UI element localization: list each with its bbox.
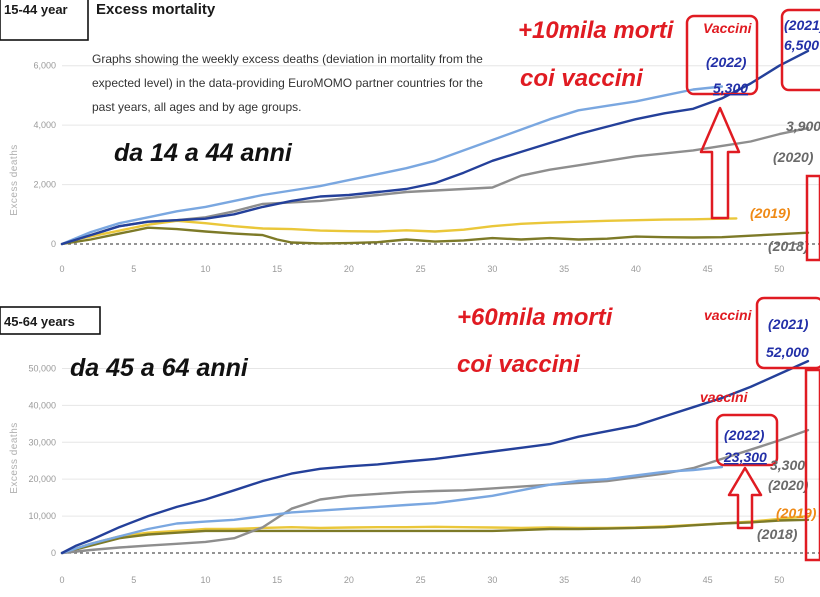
y-tick-label: 2,000 (33, 180, 56, 190)
x-tick-label: 40 (631, 575, 641, 585)
series-lines (60, 359, 810, 555)
description-line: past years, all ages and by age groups. (92, 100, 301, 114)
x-tick-label: 35 (559, 264, 569, 274)
age-group-label: 45-64 years (4, 314, 75, 329)
series-lines (60, 49, 810, 246)
y-tick-label: 0 (51, 239, 56, 249)
series-line (60, 465, 724, 555)
callout-box-2021 (755, 296, 820, 370)
vaccini-annotation: Vaccini (703, 20, 753, 36)
y-tick-labels: 0 10,000 20,000 30,000 40,000 50,000 (28, 363, 56, 558)
y-axis-label: Excess deaths (9, 144, 20, 216)
age-group-box (0, 0, 89, 41)
year-2018-label: (2018) (757, 526, 798, 542)
x-tick-label: 15 (272, 575, 282, 585)
age-range-annotation: da 14 a 44 anni (114, 139, 293, 167)
series-line (60, 359, 810, 555)
y-tick-label: 50,000 (28, 363, 56, 373)
year-2019-label: (2019) (750, 205, 791, 221)
x-tick-label: 10 (200, 264, 210, 274)
year-2022-label: (2022) (724, 427, 765, 443)
y-tick-label: 10,000 (28, 511, 56, 521)
y-tick-label: 30,000 (28, 437, 56, 447)
x-tick-label: 30 (487, 264, 497, 274)
x-tick-label: 15 (272, 264, 282, 274)
x-tick-label: 35 (559, 575, 569, 585)
series-line (60, 85, 724, 246)
x-tick-label: 5 (131, 575, 136, 585)
y-axis-label: Excess deaths (9, 422, 20, 494)
series-line (60, 518, 810, 555)
x-tick-label: 50 (774, 575, 784, 585)
x-tick-label: 25 (416, 575, 426, 585)
x-tick-label: 0 (59, 264, 64, 274)
x-tick-label: 20 (344, 264, 354, 274)
claim-annotation: +10mila morti (518, 17, 675, 44)
value-2022-label: 23,300 (723, 449, 767, 465)
series-line (60, 428, 810, 555)
value-2021-label: 6,500 (784, 37, 819, 53)
year-2018-label: (2018) (768, 238, 809, 254)
year-2020-label: (2020) (768, 477, 809, 493)
age-group-label: 15-44 year (4, 2, 68, 17)
x-tick-label: 5 (131, 264, 136, 274)
x-tick-label: 20 (344, 575, 354, 585)
vaccini-annotation: vaccini (700, 389, 749, 405)
year-2021-label: (2021) (768, 316, 809, 332)
chart-title: Excess mortality (96, 1, 216, 18)
up-arrow-icon (804, 368, 820, 562)
y-tick-label: 6,000 (33, 61, 56, 71)
year-2022-label: (2022) (706, 54, 747, 70)
y-tick-label: 20,000 (28, 474, 56, 484)
gridlines (62, 65, 820, 245)
x-tick-label: 50 (774, 264, 784, 274)
y-tick-label: 40,000 (28, 400, 56, 410)
series-line (60, 49, 810, 246)
description-line: Graphs showing the weekly excess deaths … (92, 52, 483, 66)
year-2019-label: (2019) (776, 505, 817, 521)
x-tick-label: 40 (631, 264, 641, 274)
claim-annotation: coi vaccini (520, 65, 644, 92)
x-tick-label: 30 (487, 575, 497, 585)
up-arrow-icon (727, 466, 763, 530)
series-line (60, 226, 810, 246)
up-arrow-icon (805, 174, 820, 262)
chart-45-64: 45-64 years Excess deaths 0 10,000 20,000 3… (0, 296, 820, 585)
y-tick-labels: 0 2,000 4,000 6,000 (33, 61, 56, 249)
description-line: expected level) in the data-providing Eu… (92, 76, 483, 90)
x-tick-label: 45 (703, 575, 713, 585)
series-line (60, 514, 810, 555)
age-range-annotation: da 45 a 64 anni (70, 354, 249, 382)
y-tick-label: 4,000 (33, 120, 56, 130)
value-2022-label: 5,300 (713, 80, 748, 96)
year-2021-label: (2021) (784, 17, 820, 33)
value-2020-label: 3,900 (786, 118, 820, 134)
year-2020-label: (2020) (773, 149, 814, 165)
x-tick-labels: 0 5 10 15 20 25 30 35 40 45 50 (59, 575, 784, 585)
chart-15-44: 15-44 year Excess mortality Graphs showi… (0, 0, 820, 274)
x-tick-label: 0 (59, 575, 64, 585)
value-2020-label: 3,300 (770, 457, 805, 473)
callout-box-2021 (780, 8, 820, 92)
x-tick-label: 10 (200, 575, 210, 585)
age-group-box (0, 306, 101, 335)
x-tick-label: 45 (703, 264, 713, 274)
value-2021-label: 52,000 (766, 344, 809, 360)
x-tick-labels: 0 5 10 15 20 25 30 35 40 45 50 (59, 264, 784, 274)
vaccini-annotation: vaccini (704, 307, 753, 323)
claim-annotation: coi vaccini (457, 351, 581, 378)
x-tick-label: 25 (416, 264, 426, 274)
callout-box-2022 (715, 413, 779, 467)
up-arrow-icon (699, 106, 741, 220)
callout-box-2022 (685, 14, 759, 96)
y-tick-label: 0 (51, 548, 56, 558)
claim-annotation: +60mila morti (457, 304, 614, 331)
